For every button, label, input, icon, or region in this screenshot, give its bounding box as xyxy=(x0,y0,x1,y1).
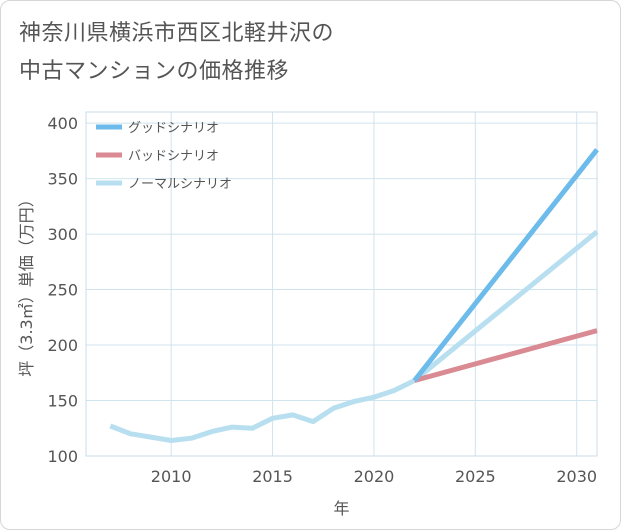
y-tick-label: 100 xyxy=(47,447,78,466)
x-axis-label: 年 xyxy=(333,499,349,518)
x-tick-label: 2010 xyxy=(151,467,192,486)
y-tick-label: 250 xyxy=(47,281,78,300)
series-line-2 xyxy=(109,229,599,443)
x-tick-label: 2015 xyxy=(252,467,293,486)
chart-title-line2: 中古マンションの価格推移 xyxy=(19,59,290,84)
legend-label-0: グッドシナリオ xyxy=(128,121,219,136)
y-tick-label: 350 xyxy=(47,170,78,189)
y-tick-label: 200 xyxy=(47,336,78,355)
series-line-1 xyxy=(413,328,598,383)
x-tick-label: 2025 xyxy=(455,467,496,486)
y-tick-label: 400 xyxy=(47,114,78,133)
y-tick-label: 300 xyxy=(47,225,78,244)
y-axis-label: 坪（3.3㎡）単価（万円） xyxy=(17,191,36,376)
legend-label-1: バッドシナリオ xyxy=(128,149,219,164)
chart-title: 神奈川県横浜市西区北軽井沢の 中古マンションの価格推移 xyxy=(19,15,579,91)
x-tick-label: 2030 xyxy=(556,467,597,486)
series-line-0 xyxy=(412,148,599,383)
plot-border xyxy=(85,111,598,457)
chart-title-line1: 神奈川県横浜市西区北軽井沢の xyxy=(19,21,335,46)
x-tick-label: 2020 xyxy=(354,467,395,486)
legend-label-2: ノーマルシナリオ xyxy=(128,177,232,192)
y-tick-label: 150 xyxy=(47,392,78,411)
